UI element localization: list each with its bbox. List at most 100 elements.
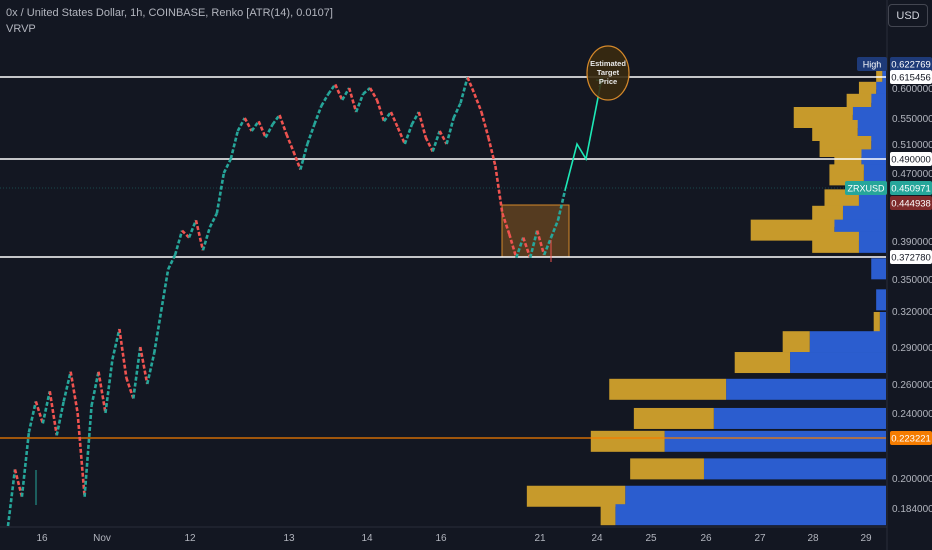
renko-brick-segment bbox=[55, 401, 65, 436]
renko-brick-segment bbox=[41, 390, 52, 424]
volume-profile-bar-down bbox=[812, 120, 858, 141]
renko-brick-segment bbox=[320, 93, 330, 107]
renko-brick-segment bbox=[236, 117, 246, 132]
renko-brick-segment bbox=[445, 117, 455, 145]
y-tick-label: 0.200000 bbox=[892, 474, 932, 485]
x-tick-label: 26 bbox=[700, 533, 712, 544]
price-label-value: 0.223221 bbox=[891, 434, 931, 445]
price-label-box bbox=[890, 70, 932, 84]
renko-brick-segment bbox=[264, 123, 274, 139]
renko-brick-segment bbox=[375, 99, 386, 122]
volume-profile-bar-down bbox=[630, 458, 704, 480]
renko-brick-segment bbox=[313, 105, 323, 125]
renko-brick-segment bbox=[97, 371, 107, 414]
price-label-box bbox=[890, 181, 932, 195]
annotation-text: Target bbox=[597, 68, 620, 77]
target-circle bbox=[586, 45, 630, 101]
x-tick-label: 25 bbox=[645, 533, 657, 544]
renko-brick-segment bbox=[487, 137, 497, 167]
renko-brick-segment bbox=[159, 269, 170, 312]
volume-profile-bar-down bbox=[590, 430, 665, 452]
price-label-value: 0.490000 bbox=[891, 155, 931, 166]
price-label-box bbox=[890, 250, 932, 264]
volume-profile-bar-down bbox=[633, 407, 714, 429]
renko-brick-segment bbox=[521, 237, 532, 259]
price-label-box bbox=[890, 431, 932, 445]
volume-profile-bar-up bbox=[876, 81, 886, 103]
price-label-value: 0.372780 bbox=[891, 253, 931, 264]
x-tick-label: 28 bbox=[807, 533, 819, 544]
volume-profile-bar-up bbox=[882, 68, 886, 90]
renko-brick-segment bbox=[62, 371, 72, 402]
volume-profile-bar-down bbox=[829, 164, 864, 186]
renko-brick-segment bbox=[466, 76, 476, 95]
renko-brick-segment bbox=[111, 328, 121, 360]
renko-brick-segment bbox=[535, 230, 546, 256]
x-tick-label: 12 bbox=[184, 533, 196, 544]
y-tick-label: 0.350000 bbox=[892, 275, 932, 286]
volume-profile-bar-up bbox=[726, 378, 886, 400]
volume-profile-bar-up bbox=[625, 485, 886, 507]
indicator-label: VRVP bbox=[6, 23, 36, 35]
renko-brick-segment bbox=[104, 359, 114, 414]
price-label-value: 0.615456 bbox=[891, 73, 931, 84]
volume-profile-bar-up bbox=[664, 430, 886, 452]
volume-profile-bar-up bbox=[703, 458, 886, 480]
renko-brick-segment bbox=[278, 114, 288, 135]
currency-button[interactable]: USD bbox=[888, 4, 928, 27]
y-tick-label: 0.260000 bbox=[892, 380, 932, 391]
renko-brick-segment bbox=[410, 111, 420, 126]
annotation-text: Estimated bbox=[590, 59, 626, 68]
volume-profile-bar-down bbox=[812, 231, 859, 253]
renko-brick-segment bbox=[243, 117, 253, 132]
renko-brick-segment bbox=[34, 401, 45, 424]
renko-brick-segment bbox=[556, 190, 567, 221]
price-axis-bg bbox=[887, 0, 932, 550]
renko-brick-segment bbox=[222, 158, 232, 174]
y-tick-label: 0.320000 bbox=[892, 307, 932, 318]
volume-profile-bar-up bbox=[790, 352, 886, 374]
y-tick-label: 0.600000 bbox=[892, 84, 932, 95]
volume-profile-bar-up bbox=[863, 164, 886, 186]
volume-profile-bar-up bbox=[713, 407, 886, 429]
renko-brick-segment bbox=[83, 405, 93, 497]
volume-profile-bar-down bbox=[876, 68, 883, 90]
renko-brick-segment bbox=[299, 143, 309, 170]
volume-profile-bar-up bbox=[857, 120, 886, 141]
price-label-tag-box bbox=[845, 181, 887, 195]
y-tick-label: 0.290000 bbox=[892, 343, 932, 354]
x-tick-label: 14 bbox=[361, 533, 373, 544]
price-label-box bbox=[890, 57, 932, 71]
volume-profile-bar-down bbox=[609, 378, 727, 400]
renko-brick-segment bbox=[480, 111, 490, 138]
price-label-tag-box bbox=[857, 57, 887, 71]
renko-brick-segment bbox=[438, 130, 448, 145]
renko-brick-segment bbox=[215, 172, 226, 214]
price-label-value: 0.622769 bbox=[891, 60, 931, 71]
renko-brick-segment bbox=[145, 352, 156, 385]
renko-brick-segment bbox=[334, 83, 344, 101]
volume-profile-bar-up bbox=[809, 331, 886, 353]
renko-brick-segment bbox=[354, 93, 365, 113]
renko-brick-segment bbox=[528, 230, 539, 259]
renko-brick-segment bbox=[306, 124, 316, 145]
renko-brick-segment bbox=[139, 346, 149, 385]
x-tick-label: 27 bbox=[754, 533, 766, 544]
renko-brick-segment bbox=[6, 469, 17, 527]
y-tick-label: 0.550000 bbox=[892, 114, 932, 125]
renko-brick-segment bbox=[431, 130, 441, 152]
renko-brick-segment bbox=[341, 87, 351, 101]
renko-brick-segment bbox=[257, 120, 267, 139]
price-label-tag: ZRXUSD bbox=[847, 184, 885, 194]
volume-profile-bar-down bbox=[526, 485, 626, 507]
renko-brick-segment bbox=[166, 254, 177, 270]
x-tick-label: 21 bbox=[534, 533, 546, 544]
x-tick-label: 13 bbox=[283, 533, 295, 544]
price-label-box bbox=[890, 196, 932, 210]
volume-profile-bar-down bbox=[782, 331, 810, 353]
renko-brick-segment bbox=[459, 76, 469, 104]
renko-brick-segment bbox=[194, 219, 205, 251]
y-tick-label: 0.470000 bbox=[892, 169, 932, 180]
renko-brick-segment bbox=[173, 230, 184, 256]
